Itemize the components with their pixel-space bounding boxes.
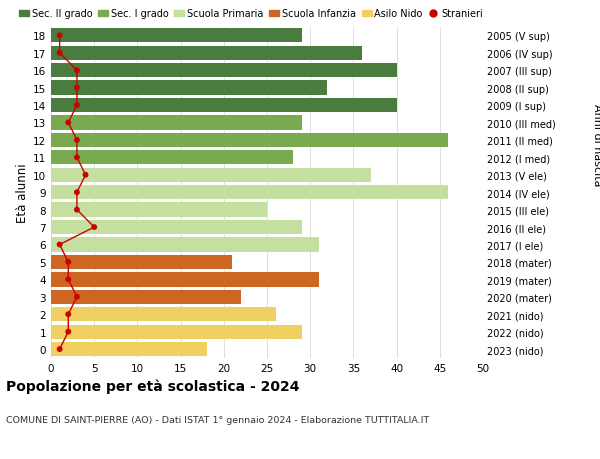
Point (55, 50, 64, 57)
Point (55, 346, 64, 353)
Bar (51, 255, 232, 269)
Bar (51, 342, 206, 357)
Point (72, 154, 82, 162)
Point (72, 207, 82, 214)
Point (72, 137, 82, 144)
Bar (51, 168, 371, 183)
Point (81, 172, 91, 179)
Point (64, 311, 73, 318)
Bar (51, 203, 267, 217)
Bar (51, 290, 241, 304)
Bar (51, 64, 397, 78)
Bar (51, 134, 448, 148)
Point (64, 259, 73, 266)
Bar (51, 46, 362, 61)
Text: Popolazione per età scolastica - 2024: Popolazione per età scolastica - 2024 (6, 379, 299, 393)
Bar (51, 29, 302, 43)
Bar (51, 238, 319, 252)
Y-axis label: Età alunni: Età alunni (16, 163, 29, 223)
Point (72, 85, 82, 92)
Text: Anni di nascita: Anni di nascita (592, 104, 600, 186)
Legend: Sec. II grado, Sec. I grado, Scuola Primaria, Scuola Infanzia, Asilo Nido, Stran: Sec. II grado, Sec. I grado, Scuola Prim… (19, 9, 483, 19)
Bar (51, 308, 275, 322)
Bar (51, 116, 302, 130)
Point (72, 293, 82, 301)
Point (64, 119, 73, 127)
Bar (51, 151, 293, 165)
Point (89, 224, 99, 231)
Bar (51, 273, 319, 287)
Bar (51, 220, 302, 235)
Point (72, 67, 82, 75)
Bar (51, 81, 328, 95)
Point (72, 189, 82, 196)
Point (55, 241, 64, 249)
Point (64, 276, 73, 283)
Point (72, 102, 82, 110)
Point (55, 33, 64, 40)
Bar (51, 99, 397, 113)
Bar (51, 325, 302, 339)
Bar (51, 185, 448, 200)
Text: COMUNE DI SAINT-PIERRE (AO) - Dati ISTAT 1° gennaio 2024 - Elaborazione TUTTITAL: COMUNE DI SAINT-PIERRE (AO) - Dati ISTAT… (6, 415, 429, 425)
Point (64, 328, 73, 336)
